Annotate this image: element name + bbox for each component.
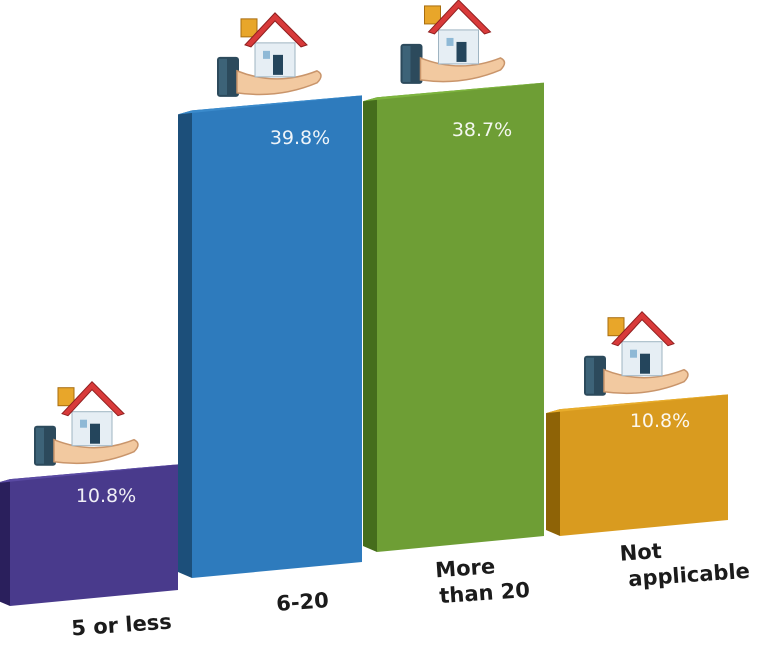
bars-group: [0, 0, 728, 606]
house-in-hand-icon: [217, 12, 322, 97]
house-in-hand-icon: [400, 0, 506, 84]
value-label-5-or-less: 10.8%: [76, 485, 136, 507]
category-label-not-applicable: Not applicable: [619, 533, 751, 592]
bar-more-than-20: [363, 0, 544, 553]
house-in-hand-icon: [34, 380, 139, 466]
bar-6-20: [178, 12, 362, 578]
value-label-not-applicable: 10.8%: [630, 410, 690, 432]
house-in-hand-icon: [584, 310, 689, 396]
value-label-more-than-20: 38.7%: [452, 119, 512, 141]
bar-5-or-less: [0, 380, 178, 606]
bar-not-applicable: [546, 310, 728, 536]
category-label-5-or-less: 5 or less: [71, 610, 173, 641]
category-label-6-20: 6-20: [275, 588, 329, 616]
value-label-6-20: 39.8%: [270, 127, 330, 149]
category-label-more-than-20: More than 20: [434, 552, 530, 608]
